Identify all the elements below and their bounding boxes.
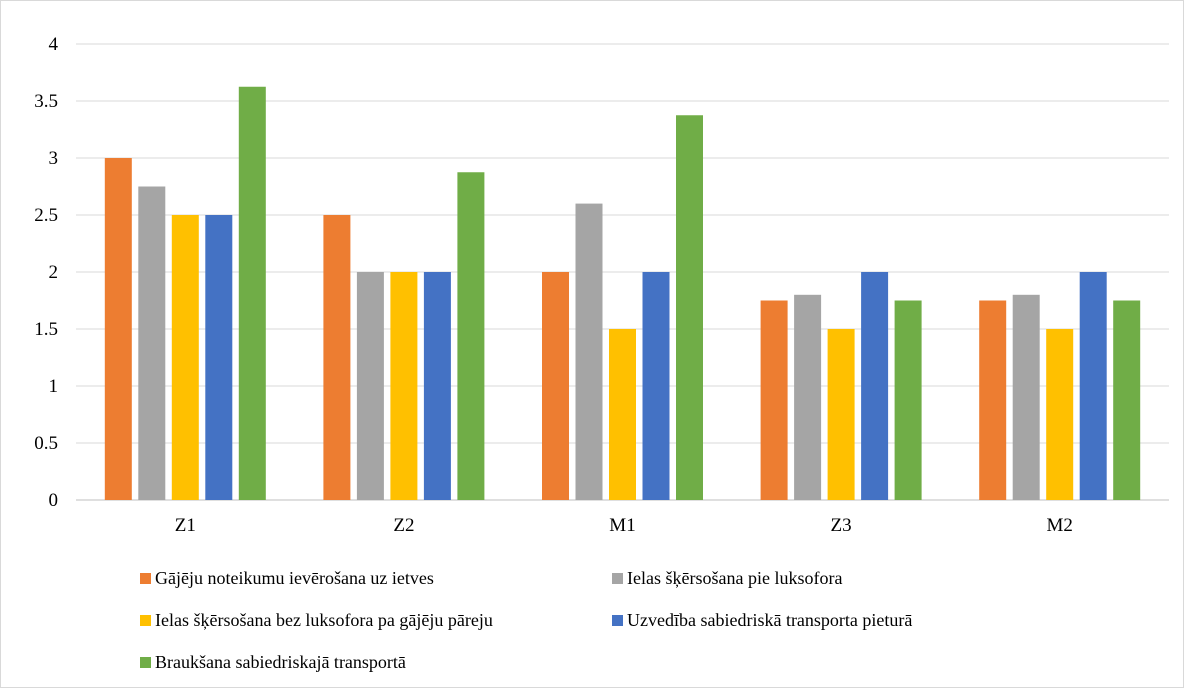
bar	[323, 215, 351, 500]
bar	[894, 300, 922, 500]
legend-label: Gājēju noteikumu ievērošana uz ietves	[155, 568, 434, 588]
bar	[979, 300, 1007, 500]
x-tick-label: M1	[609, 515, 635, 536]
y-tick-label: 2.5	[34, 205, 58, 226]
bar	[575, 203, 603, 500]
x-tick-label: M2	[1046, 515, 1072, 536]
bar	[1079, 272, 1107, 500]
y-tick-label: 3.5	[34, 91, 58, 112]
bar	[423, 272, 451, 500]
x-tick-label: Z2	[393, 515, 414, 536]
legend-swatch	[140, 615, 151, 626]
legend-label: Ielas šķērsošana pie luksofora	[627, 568, 842, 588]
bar	[861, 272, 889, 500]
bar	[104, 158, 132, 500]
legend-swatch	[612, 573, 623, 584]
legend-swatch	[612, 615, 623, 626]
bar	[390, 272, 418, 500]
legend-label: Uzvedība sabiedriskā transporta pieturā	[627, 610, 912, 630]
legend-label: Ielas šķērsošana bez luksofora pa gājēju…	[155, 610, 493, 630]
y-tick-label: 0	[49, 490, 59, 511]
y-tick-label: 3	[49, 148, 59, 169]
bar	[827, 329, 855, 500]
legend-label: Braukšana sabiedriskajā transportā	[155, 652, 406, 672]
x-tick-label: Z1	[175, 515, 196, 536]
y-tick-label: 0.5	[34, 433, 58, 454]
bar	[205, 215, 233, 500]
bar	[1046, 329, 1074, 500]
bar	[138, 186, 166, 500]
y-tick-label: 1	[49, 376, 59, 397]
y-tick-label: 1.5	[34, 319, 58, 340]
bar	[1012, 294, 1040, 500]
legend-swatch	[140, 657, 151, 668]
bar	[642, 272, 670, 500]
bar	[542, 272, 569, 500]
bar	[356, 272, 384, 500]
bar	[1113, 300, 1141, 500]
bar	[171, 215, 199, 500]
y-tick-label: 4	[49, 34, 59, 55]
bar	[760, 300, 788, 500]
bar	[794, 294, 822, 500]
legend-swatch	[140, 573, 151, 584]
bar	[457, 172, 485, 500]
bar	[238, 86, 266, 500]
bar	[676, 115, 703, 500]
bar	[609, 329, 636, 500]
y-tick-label: 2	[49, 262, 59, 283]
x-tick-label: Z3	[831, 515, 852, 536]
